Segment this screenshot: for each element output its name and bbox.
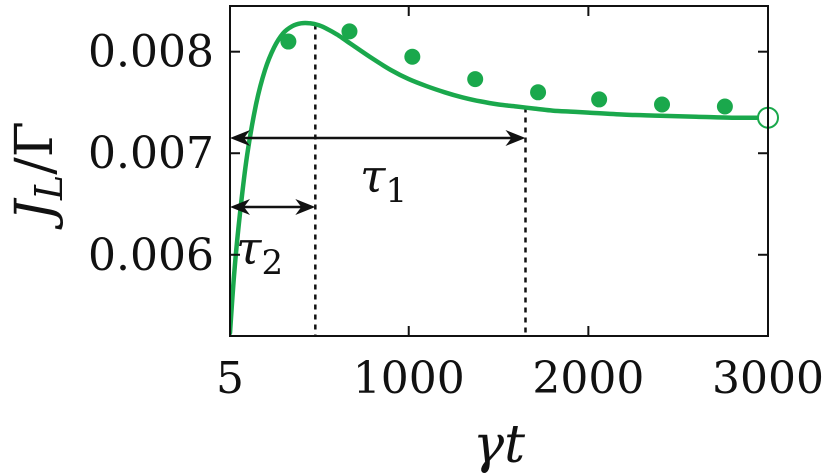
x-tick-label: 3000 (712, 353, 824, 404)
y-tick-label: 0.006 (88, 230, 214, 281)
tick-marks (229, 6, 769, 336)
y-tick-label: 0.007 (88, 128, 214, 179)
data-point (280, 33, 297, 50)
x-tick-label: 5 (216, 353, 244, 404)
fit-curve (230, 20, 768, 336)
data-point (467, 71, 484, 88)
data-points-group (280, 23, 779, 129)
tau1-label: τ1 (360, 149, 407, 211)
tau1-arrow (230, 130, 526, 146)
tau2-arrow-head-left (230, 199, 250, 216)
data-point (404, 48, 421, 65)
plot-frame (229, 5, 769, 337)
y-tick-label: 0.008 (88, 27, 214, 78)
data-point (654, 96, 671, 113)
data-point (530, 84, 547, 101)
fit-curve-group (230, 20, 768, 336)
tau2-label: τ2 (236, 221, 283, 283)
data-point (591, 91, 608, 108)
annotation-arrows: τ1 τ2 (230, 130, 526, 283)
tau1-arrow-head-left (230, 130, 250, 146)
axis-titles: γt JL/Γ (5, 121, 525, 475)
x-tick-label: 1000 (353, 353, 465, 404)
tau1-arrow-head-right (505, 130, 526, 146)
x-tick-label: 2000 (532, 353, 644, 404)
data-point (341, 23, 358, 40)
tau2-arrow-head-right (295, 199, 316, 216)
y-axis-title: JL/Γ (5, 121, 71, 230)
data-point (716, 98, 733, 115)
guide-lines (314, 24, 527, 336)
tau2-arrow (230, 199, 316, 216)
x-axis-title: γt (473, 415, 525, 475)
tick-labels: 5 1000 2000 3000 0.006 0.007 0.008 (88, 27, 824, 404)
